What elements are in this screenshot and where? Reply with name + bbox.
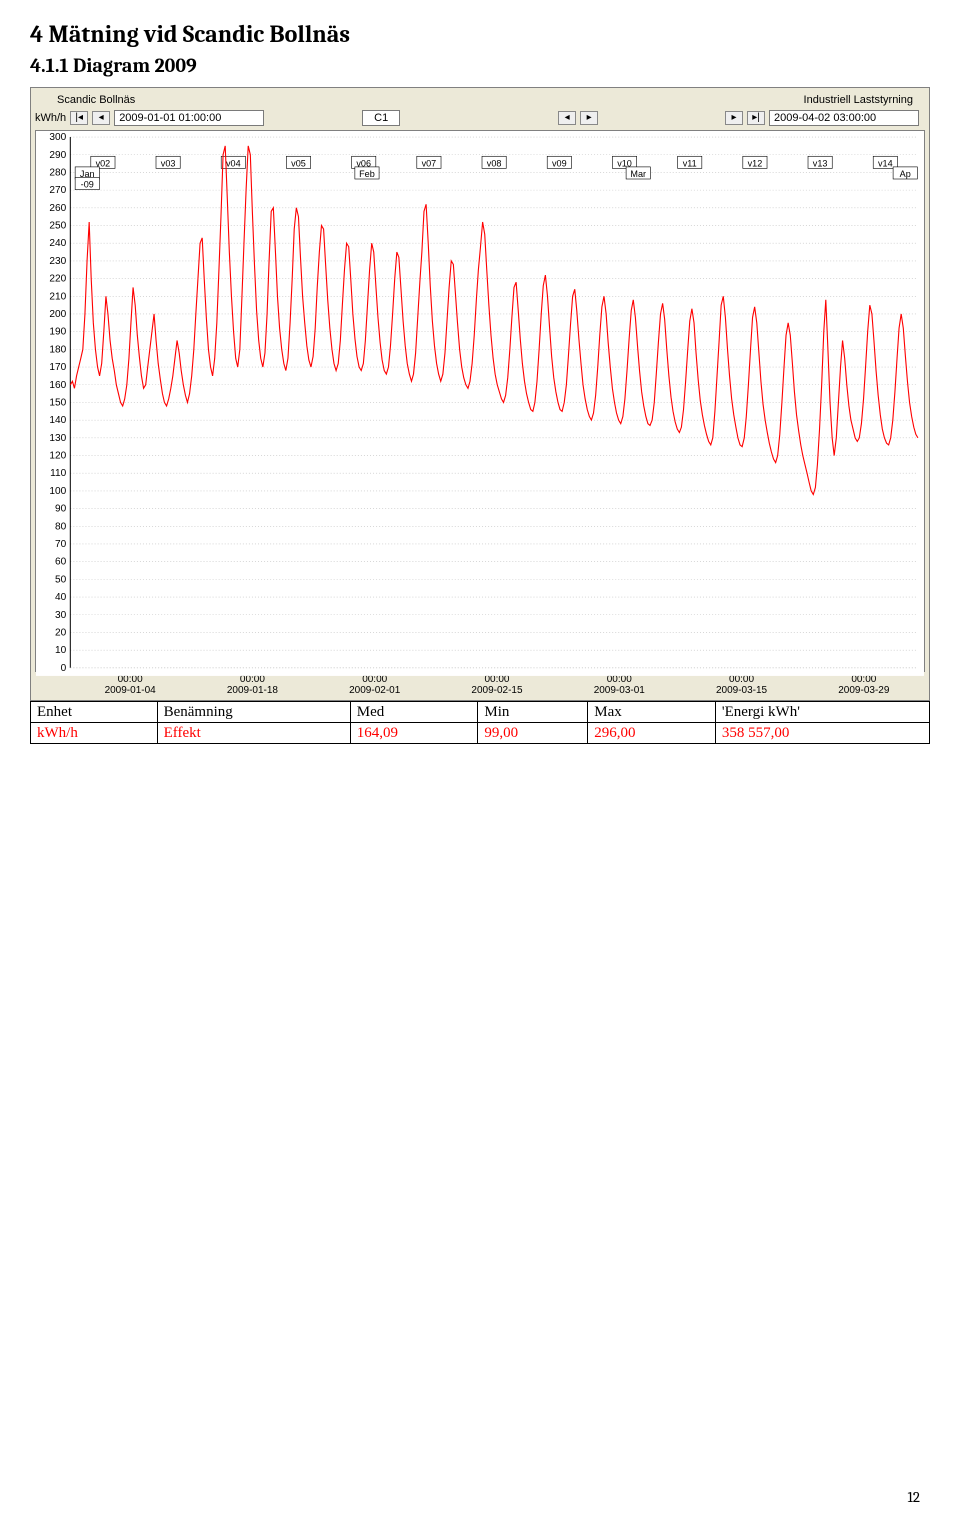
table-header: 'Energi kWh': [715, 702, 929, 723]
svg-text:150: 150: [49, 397, 66, 408]
scroll-left-button[interactable]: ◂: [558, 111, 576, 125]
y-axis-unit: kWh/h: [35, 112, 66, 124]
table-header: Enhet: [31, 702, 158, 723]
channel-input[interactable]: C1: [362, 110, 400, 126]
table-header: Benämning: [157, 702, 350, 723]
svg-text:40: 40: [55, 592, 67, 603]
svg-text:90: 90: [55, 504, 67, 515]
svg-text:v12: v12: [748, 158, 763, 168]
svg-text:-09: -09: [81, 180, 94, 190]
svg-text:20: 20: [55, 627, 67, 638]
svg-text:210: 210: [49, 291, 66, 302]
svg-text:240: 240: [49, 238, 66, 249]
table-cell: 99,00: [478, 723, 588, 744]
table-cell: kWh/h: [31, 723, 158, 744]
chart-toolbar: kWh/h |◂ ◂ 2009-01-01 01:00:00 C1 ◂ ▸ ▸ ▸…: [35, 108, 925, 130]
x-axis-tick-label: 00:002009-03-01: [594, 674, 645, 696]
svg-text:290: 290: [49, 150, 66, 161]
svg-text:0: 0: [61, 663, 67, 674]
svg-text:120: 120: [49, 451, 66, 462]
svg-text:60: 60: [55, 557, 67, 568]
page-number: 12: [907, 1488, 920, 1506]
next-button[interactable]: ▸: [725, 111, 743, 125]
chart-title-left: Scandic Bollnäs: [57, 94, 135, 106]
svg-text:270: 270: [49, 185, 66, 196]
chart-title-right: Industriell Laststyrning: [804, 94, 913, 106]
svg-text:10: 10: [55, 645, 67, 656]
svg-text:110: 110: [50, 468, 66, 479]
table-row: kWh/hEffekt164,0999,00296,00358 557,00: [31, 723, 930, 744]
svg-text:280: 280: [49, 167, 66, 178]
svg-text:v07: v07: [422, 158, 437, 168]
svg-text:100: 100: [49, 486, 66, 497]
chart-panel: Scandic Bollnäs Industriell Laststyrning…: [30, 87, 930, 701]
svg-text:250: 250: [49, 221, 66, 232]
svg-text:v11: v11: [683, 158, 697, 168]
svg-text:v03: v03: [161, 158, 176, 168]
svg-text:130: 130: [49, 433, 66, 444]
table-cell: 164,09: [350, 723, 478, 744]
x-axis-tick-label: 00:002009-01-04: [105, 674, 156, 696]
x-axis-tick-label: 00:002009-03-15: [716, 674, 767, 696]
x-axis-tick-label: 00:002009-03-29: [838, 674, 889, 696]
subsection-heading: 4.1.1 Diagram 2009: [30, 54, 930, 77]
svg-text:50: 50: [55, 574, 67, 585]
svg-text:v14: v14: [878, 158, 893, 168]
chart-svg: 0 10 20 30 40 50 60 70 80 90 100 110 120 130 140 150 160…: [36, 131, 924, 676]
svg-text:230: 230: [49, 256, 66, 267]
end-time-input[interactable]: 2009-04-02 03:00:00: [769, 110, 919, 126]
svg-text:190: 190: [49, 327, 66, 338]
x-axis-tick-label: 00:002009-02-01: [349, 674, 400, 696]
svg-text:v13: v13: [813, 158, 828, 168]
svg-text:170: 170: [49, 362, 66, 373]
table-header: Max: [588, 702, 716, 723]
table-cell: 358 557,00: [715, 723, 929, 744]
svg-text:v05: v05: [291, 158, 306, 168]
table-cell: Effekt: [157, 723, 350, 744]
x-axis-tick-label: 00:002009-02-15: [471, 674, 522, 696]
svg-text:140: 140: [49, 415, 66, 426]
svg-text:Mar: Mar: [630, 169, 646, 179]
svg-text:v04: v04: [226, 158, 241, 168]
section-heading: 4 Mätning vid Scandic Bollnäs: [30, 20, 930, 48]
table-header: Min: [478, 702, 588, 723]
svg-text:30: 30: [55, 610, 67, 621]
svg-text:80: 80: [55, 521, 67, 532]
x-axis-tick-label: 00:002009-01-18: [227, 674, 278, 696]
svg-text:180: 180: [49, 344, 66, 355]
last-button[interactable]: ▸|: [747, 111, 765, 125]
svg-text:260: 260: [49, 203, 66, 214]
start-time-input[interactable]: 2009-01-01 01:00:00: [114, 110, 264, 126]
svg-text:v09: v09: [552, 158, 567, 168]
table-header: Med: [350, 702, 478, 723]
prev-button[interactable]: ◂: [92, 111, 110, 125]
table-cell: 296,00: [588, 723, 716, 744]
first-button[interactable]: |◂: [70, 111, 88, 125]
svg-text:Feb: Feb: [359, 169, 375, 179]
chart-plot-area: 0 10 20 30 40 50 60 70 80 90 100 110 120 130 140 150 160…: [35, 130, 925, 672]
svg-text:300: 300: [49, 132, 66, 143]
svg-text:160: 160: [49, 380, 66, 391]
svg-text:v08: v08: [487, 158, 502, 168]
svg-text:Ap: Ap: [900, 169, 911, 179]
scroll-right-button[interactable]: ▸: [580, 111, 598, 125]
svg-text:200: 200: [49, 309, 66, 320]
summary-table: EnhetBenämningMedMinMax'Energi kWh' kWh/…: [30, 701, 930, 744]
svg-text:220: 220: [49, 274, 66, 285]
svg-text:70: 70: [55, 539, 67, 550]
